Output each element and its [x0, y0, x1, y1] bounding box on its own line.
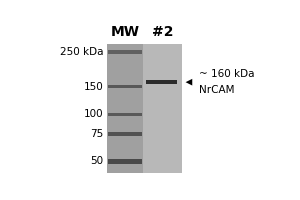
Bar: [108, 85, 142, 88]
Bar: [107, 44, 143, 173]
Bar: [108, 50, 142, 54]
Text: 75: 75: [91, 129, 104, 139]
Text: 50: 50: [91, 156, 104, 166]
Bar: [107, 44, 182, 173]
Bar: [108, 132, 142, 136]
Text: #2: #2: [152, 25, 173, 39]
Bar: [108, 113, 142, 116]
Text: NrCAM: NrCAM: [199, 85, 235, 95]
Bar: [143, 44, 182, 173]
Bar: [146, 80, 177, 84]
Text: MW: MW: [111, 25, 140, 39]
Bar: [108, 159, 142, 164]
Text: 100: 100: [84, 109, 104, 119]
Text: 250 kDa: 250 kDa: [60, 47, 104, 57]
Text: 150: 150: [84, 82, 104, 92]
Text: ~ 160 kDa: ~ 160 kDa: [199, 69, 255, 79]
